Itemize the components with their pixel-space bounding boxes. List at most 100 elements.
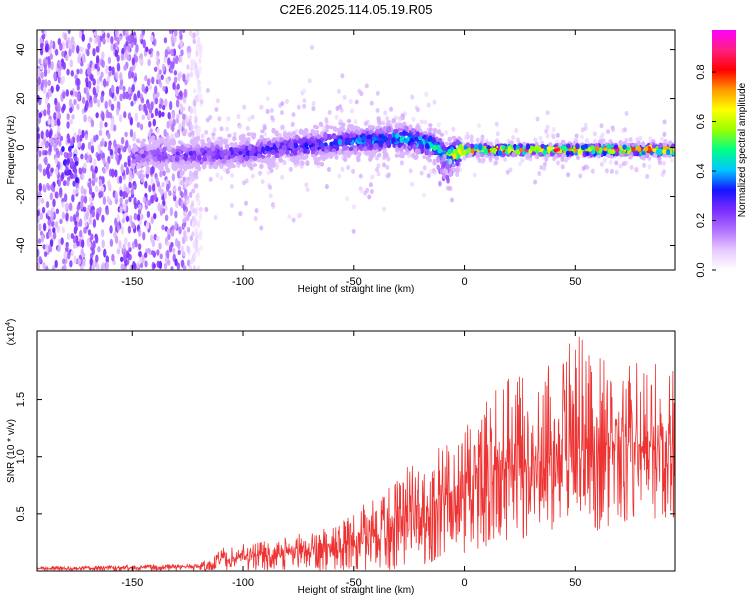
spectrogram-cell [194, 163, 199, 170]
snr-x-tick-label: -150 [121, 577, 143, 589]
spectrogram-cell [614, 160, 619, 166]
spectrogram-cell [338, 118, 343, 124]
spectrogram-cell [96, 78, 101, 85]
spectrogram-cell [98, 179, 103, 187]
spectrogram-cell [310, 150, 316, 155]
spectrogram-cell [164, 138, 169, 143]
spectrogram-cell [105, 161, 109, 170]
spectrogram-cell [95, 55, 100, 64]
spectrogram-cell [177, 240, 181, 250]
spectrogram-cell [150, 112, 154, 119]
spectrogram-cell [146, 102, 151, 110]
spectrogram-cell [56, 118, 61, 127]
spectrogram-cell [166, 79, 170, 85]
colorbar-tick-label: 0.6 [695, 114, 707, 129]
spectrogram-cell [145, 221, 150, 230]
spectrogram-cell [257, 153, 262, 159]
spectrogram-cell [183, 164, 188, 172]
spectrogram-cell [133, 196, 137, 207]
spectrogram-cell [51, 206, 55, 213]
spectrogram-cell [609, 168, 614, 174]
spectrogram-cell [77, 55, 81, 64]
spectrogram-cell [622, 161, 627, 167]
spectrogram-cell [37, 199, 41, 206]
spectrogram-cell [175, 89, 179, 97]
spectrogram-cell [480, 137, 485, 143]
spectrogram-cell [57, 124, 61, 133]
spectrogram-cell [45, 129, 49, 138]
spectrogram-cell [266, 140, 272, 146]
spectrogram-cell [145, 86, 149, 93]
spectrogram-feature-cell [61, 146, 65, 153]
spectrogram-cell [124, 237, 128, 245]
spectrogram-cell [152, 139, 157, 145]
spectrogram-cell [85, 99, 89, 108]
spectrogram-cell [161, 224, 165, 231]
spectrogram-cell [91, 263, 95, 270]
spectrogram-cell [198, 58, 202, 64]
colorbar: 0.0 0.2 0.4 0.6 0.8 Normalized spectral ampl… [695, 30, 748, 278]
spectrogram-cell [168, 30, 173, 35]
spectrogram-cell [52, 227, 56, 234]
spectrogram-cell [375, 107, 380, 113]
snr-x-tick-label: 50 [569, 577, 581, 589]
spectrogram-cell [119, 72, 123, 81]
spectrogram-cell [148, 137, 152, 145]
spectrogram-cell [449, 197, 454, 203]
spectrogram-cell [162, 146, 167, 153]
spectrogram-cell [387, 133, 393, 140]
spectrogram-cell [535, 116, 540, 122]
spectrogram-cell [447, 136, 453, 143]
spectrogram-cell [199, 147, 205, 153]
spectrogram-cell [451, 135, 457, 140]
spectrogram-cell [64, 202, 69, 211]
spectrogram-cell [105, 208, 110, 216]
spectrogram-cell [42, 244, 46, 250]
spectrogram-cell [128, 181, 132, 189]
spectrogram-cell [384, 132, 389, 137]
spectrogram-cell [351, 228, 356, 234]
spectrogram-cell [486, 145, 491, 150]
spectrogram-cell [108, 112, 113, 119]
spectrogram-cell [294, 134, 300, 141]
spectrogram-cell [39, 212, 44, 220]
spectrogram-cell [77, 141, 81, 148]
spectrogram-cell [154, 107, 159, 117]
spectrogram-cell [172, 166, 178, 172]
spectrogram-cell [293, 142, 299, 149]
spectrogram-cell [188, 30, 193, 36]
spectrogram-cell [175, 199, 179, 209]
spectrogram-cell [128, 92, 132, 101]
spectrogram-cell [457, 136, 462, 141]
spectrogram-cell [289, 152, 294, 157]
spectrogram-cell [98, 153, 102, 161]
spectrogram-cell [194, 115, 198, 125]
spectrogram-cell [369, 189, 374, 195]
spectrogram-cell [182, 73, 186, 82]
spectrogram-cell [116, 225, 121, 232]
spectrogram-cell [201, 163, 207, 170]
spectrogram-cell [38, 58, 42, 65]
spectrogram-cell [408, 124, 413, 131]
spectrogram-cell [181, 236, 186, 245]
spectrogram-cell [306, 133, 311, 139]
spectrogram-cell [279, 110, 284, 116]
spectrogram-cell [131, 84, 135, 93]
spectrogram-cell [190, 59, 194, 68]
spectrogram-cell [46, 102, 51, 110]
spectrogram-cell [211, 145, 216, 152]
spectrogram-cell [68, 202, 73, 212]
spectrogram-cell [334, 145, 340, 152]
spectrogram-cell [57, 67, 62, 75]
spectrogram-cell [573, 136, 578, 142]
spectrogram-cell [451, 163, 456, 168]
spectrogram-cell [575, 143, 580, 150]
spectrogram-cell [323, 154, 328, 159]
spectrogram-cell [55, 138, 59, 145]
spectrogram-cell [126, 259, 130, 265]
spectrogram-cell [603, 147, 608, 152]
spectrogram-cell [53, 71, 57, 81]
spectrogram-cell [139, 256, 143, 264]
spectrogram-cell [40, 42, 44, 50]
spectrogram-feature-cell [441, 156, 445, 163]
